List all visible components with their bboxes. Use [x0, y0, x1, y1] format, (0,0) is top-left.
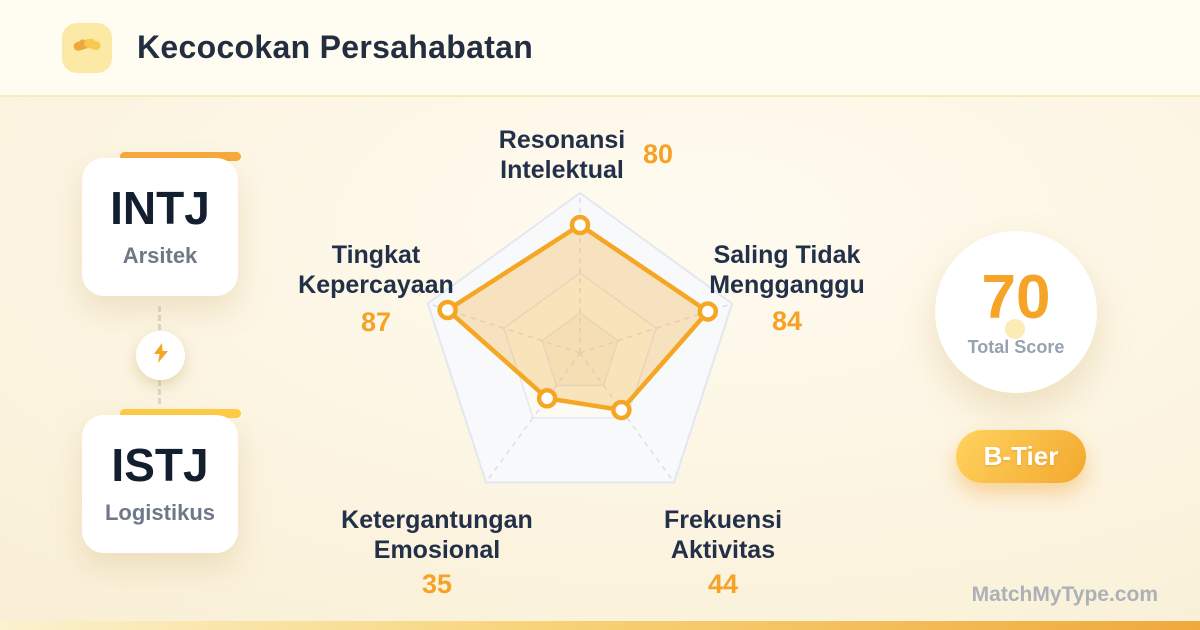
- axis-label-saling-tidak-mengganggu: Saling Tidak Mengganggu: [709, 241, 865, 299]
- page-title: Kecocokan Persahabatan: [137, 29, 534, 65]
- type2-card: ISTJ Logistikus: [82, 415, 238, 553]
- type2-name: Logistikus: [104, 500, 215, 525]
- type1-card: INTJ Arsitek: [82, 158, 238, 296]
- radar-chart: [426, 191, 734, 484]
- tier-badge: B-Tier: [956, 430, 1086, 483]
- axis-value-ketergantungan-emosional: 35: [421, 569, 453, 599]
- connector-line-bottom: [158, 380, 161, 404]
- score-value: 70: [981, 262, 1051, 332]
- axis-value-saling-tidak-mengganggu: 84: [771, 306, 803, 336]
- header: Kecocokan Persahabatan: [0, 0, 1200, 97]
- handshake-icon: [71, 29, 103, 66]
- axis-label-resonansi-intelektual: Resonansi Intelektual: [498, 126, 626, 184]
- axis-value-resonansi-intelektual: 80: [643, 139, 674, 169]
- type2-accent-bar: [120, 409, 241, 418]
- connector-line-top: [158, 306, 161, 330]
- score-dot-decoration: [1005, 319, 1025, 339]
- type2-code: ISTJ: [111, 439, 209, 491]
- tier-label: B-Tier: [983, 441, 1059, 471]
- score-circle: 70 Total Score: [935, 231, 1097, 393]
- axis-label-ketergantungan-emosional: Ketergantungan Emosional: [341, 506, 533, 564]
- logo-box: [62, 22, 112, 73]
- vs-circle: [136, 331, 185, 380]
- watermark: MatchMyType.com: [971, 583, 1158, 606]
- type1-name: Arsitek: [122, 243, 198, 268]
- axis-value-frekuensi-aktivitas: 44: [707, 569, 739, 599]
- score-label: Total Score: [967, 336, 1065, 357]
- bottom-accent-bar: [0, 621, 1200, 630]
- type1-accent-bar: [120, 152, 241, 161]
- axis-label-tingkat-kepercayaan: Tingkat Kepercayaan: [298, 241, 454, 299]
- axis-label-frekuensi-aktivitas: Frekuensi Aktivitas: [663, 506, 783, 564]
- lightning-icon: [149, 341, 173, 370]
- type1-code: INTJ: [110, 182, 210, 234]
- axis-value-tingkat-kepercayaan: 87: [360, 307, 392, 337]
